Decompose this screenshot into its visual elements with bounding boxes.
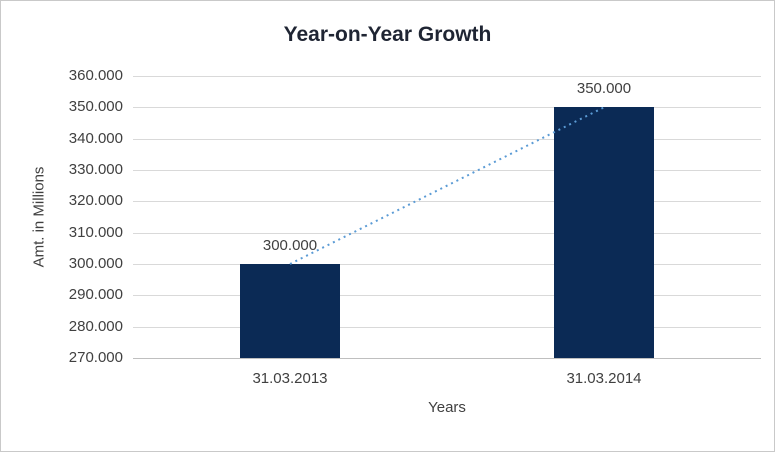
y-tick-label: 340.000 bbox=[68, 129, 123, 147]
trendline bbox=[289, 106, 605, 265]
y-tick-label: 330.000 bbox=[68, 161, 123, 178]
gridline bbox=[133, 170, 761, 171]
x-tick-label: 31.03.2013 bbox=[252, 370, 328, 387]
bar bbox=[554, 107, 654, 358]
gridline bbox=[133, 107, 761, 109]
y-tick-label: 270.000 bbox=[68, 349, 123, 366]
y-tick-label: 350.000 bbox=[68, 98, 123, 116]
x-tick-label: 31.03.2014 bbox=[566, 370, 642, 387]
gridline bbox=[133, 326, 761, 328]
y-tick-label: 300.000 bbox=[68, 255, 123, 272]
y-tick-label: 280.000 bbox=[68, 317, 123, 335]
gridline bbox=[133, 76, 761, 77]
gridline bbox=[133, 264, 761, 265]
bar-data-label: 350.000 bbox=[576, 80, 632, 98]
y-tick-label: 290.000 bbox=[68, 286, 123, 304]
bar-data-label: 300.000 bbox=[262, 237, 318, 254]
x-axis-title: Years bbox=[428, 399, 466, 416]
gridline bbox=[133, 138, 761, 140]
y-tick-label: 310.000 bbox=[68, 223, 123, 241]
y-tick-label: 320.000 bbox=[68, 192, 123, 210]
plot-area bbox=[133, 76, 761, 359]
gridline bbox=[133, 295, 761, 297]
x-axis-line bbox=[133, 358, 761, 359]
bar bbox=[240, 264, 340, 358]
chart-title: Year-on-Year Growth bbox=[283, 23, 492, 46]
gridline bbox=[133, 201, 761, 203]
gridline bbox=[133, 232, 761, 234]
y-axis-title: Amt. in Millions bbox=[30, 166, 48, 268]
y-tick-label: 360.000 bbox=[68, 67, 123, 84]
